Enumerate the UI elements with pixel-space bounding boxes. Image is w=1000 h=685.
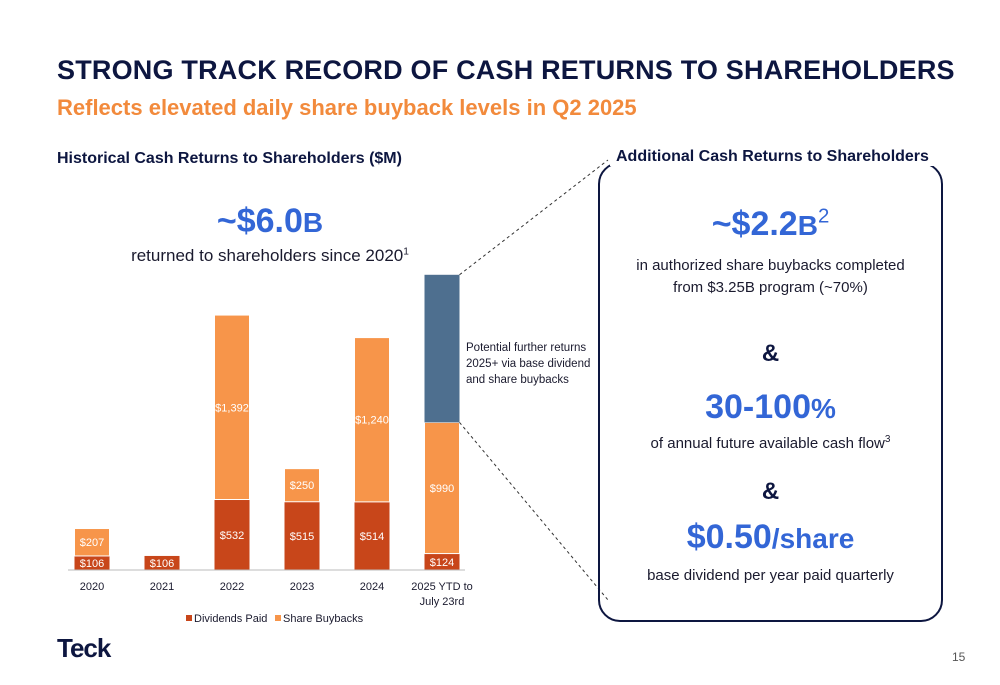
total-returned-stat: ~$6.0B	[75, 202, 465, 241]
connector-bottom	[459, 422, 609, 601]
bar-dividends-2	[214, 499, 250, 570]
legend-label-buybacks: Share Buybacks	[283, 613, 364, 625]
legend-swatch-buybacks	[275, 615, 281, 621]
footnote-1: 1	[403, 246, 409, 258]
label-buybacks-2: $1,392	[215, 402, 249, 414]
label-dividends-3: $515	[290, 531, 314, 543]
chart-heading: Historical Cash Returns to Shareholders …	[57, 150, 402, 167]
cash-flow-caption-text: of annual future available cash flow	[650, 435, 885, 452]
category-label-1: 2021	[150, 581, 174, 593]
page-title: STRONG TRACK RECORD OF CASH RETURNS TO S…	[57, 55, 955, 85]
label-dividends-5: $124	[430, 557, 454, 569]
bar-buybacks-2	[214, 314, 250, 501]
footnote-3: 3	[884, 434, 891, 445]
label-dividends-1: $106	[150, 558, 174, 570]
category-label-2: 2022	[220, 581, 244, 593]
buyback-caption-line1: in authorized share buybacks completed	[636, 257, 905, 274]
total-returned-caption: returned to shareholders since 20201	[75, 246, 465, 266]
category-label-3: 2023	[290, 581, 314, 593]
ampersand-2: &	[761, 478, 780, 505]
label-dividends-0: $106	[80, 558, 104, 570]
label-buybacks-0: $207	[80, 537, 104, 549]
category-label-5-line1: 2025 YTD to	[411, 581, 473, 593]
dividend-caption: base dividend per year paid quarterly	[647, 567, 894, 584]
category-label-5-line2: July 23rd	[420, 596, 465, 608]
potential-returns-annotation: Potential further returns 2025+ via base…	[466, 342, 591, 386]
additional-returns-heading: Additional Cash Returns to Shareholders	[610, 148, 935, 166]
teck-logo: Teck	[57, 633, 111, 663]
bar-dividends-3	[284, 501, 320, 570]
bar-dividends-5	[424, 553, 460, 570]
total-returned-unit: B	[302, 207, 324, 238]
footnote-2: 2	[817, 205, 830, 228]
connector-top	[459, 159, 609, 276]
dividend-unit: /share	[771, 523, 855, 554]
label-dividends-2: $532	[220, 530, 244, 542]
buyback-completed-stat: ~$2.2B2	[598, 205, 943, 244]
bar-dividends-0	[74, 555, 110, 570]
label-buybacks-4: $1,240	[355, 415, 389, 427]
ampersand-1: &	[761, 340, 780, 367]
bar-buybacks-3	[284, 468, 320, 503]
bar-potential-returns	[424, 274, 460, 423]
bar-dividends-4	[354, 501, 390, 570]
buyback-completed-caption: in authorized share buybacks completed fr…	[598, 255, 943, 299]
category-label-4: 2024	[360, 581, 384, 593]
label-dividends-4: $514	[360, 531, 384, 543]
bar-buybacks-0	[74, 528, 110, 557]
bar-buybacks-4	[354, 337, 390, 503]
total-returned-value: ~$6.0	[216, 202, 303, 240]
cash-flow-value: 30-100	[705, 388, 811, 426]
dividend-value: $0.50	[686, 518, 772, 556]
legend-label-dividends: Dividends Paid	[194, 613, 267, 625]
buyback-completed-value: ~$2.2	[711, 205, 798, 243]
cash-flow-stat: 30-100%	[598, 388, 943, 427]
cash-flow-caption: of annual future available cash flow3	[598, 433, 943, 455]
dividend-stat: $0.50/share	[598, 518, 943, 557]
buyback-caption-line2: from $3.25B program (~70%)	[673, 279, 868, 296]
bar-dividends-1	[144, 555, 180, 570]
cash-flow-unit: %	[810, 393, 836, 424]
total-returned-caption-text: returned to shareholders since 2020	[131, 246, 404, 265]
buyback-completed-unit: B	[797, 210, 818, 241]
label-buybacks-5: $990	[430, 483, 454, 495]
page-subtitle: Reflects elevated daily share buyback le…	[57, 95, 637, 120]
label-buybacks-3: $250	[290, 480, 314, 492]
legend-swatch-dividends	[186, 615, 192, 621]
page-number: 15	[952, 650, 966, 664]
category-label-0: 2020	[80, 581, 104, 593]
